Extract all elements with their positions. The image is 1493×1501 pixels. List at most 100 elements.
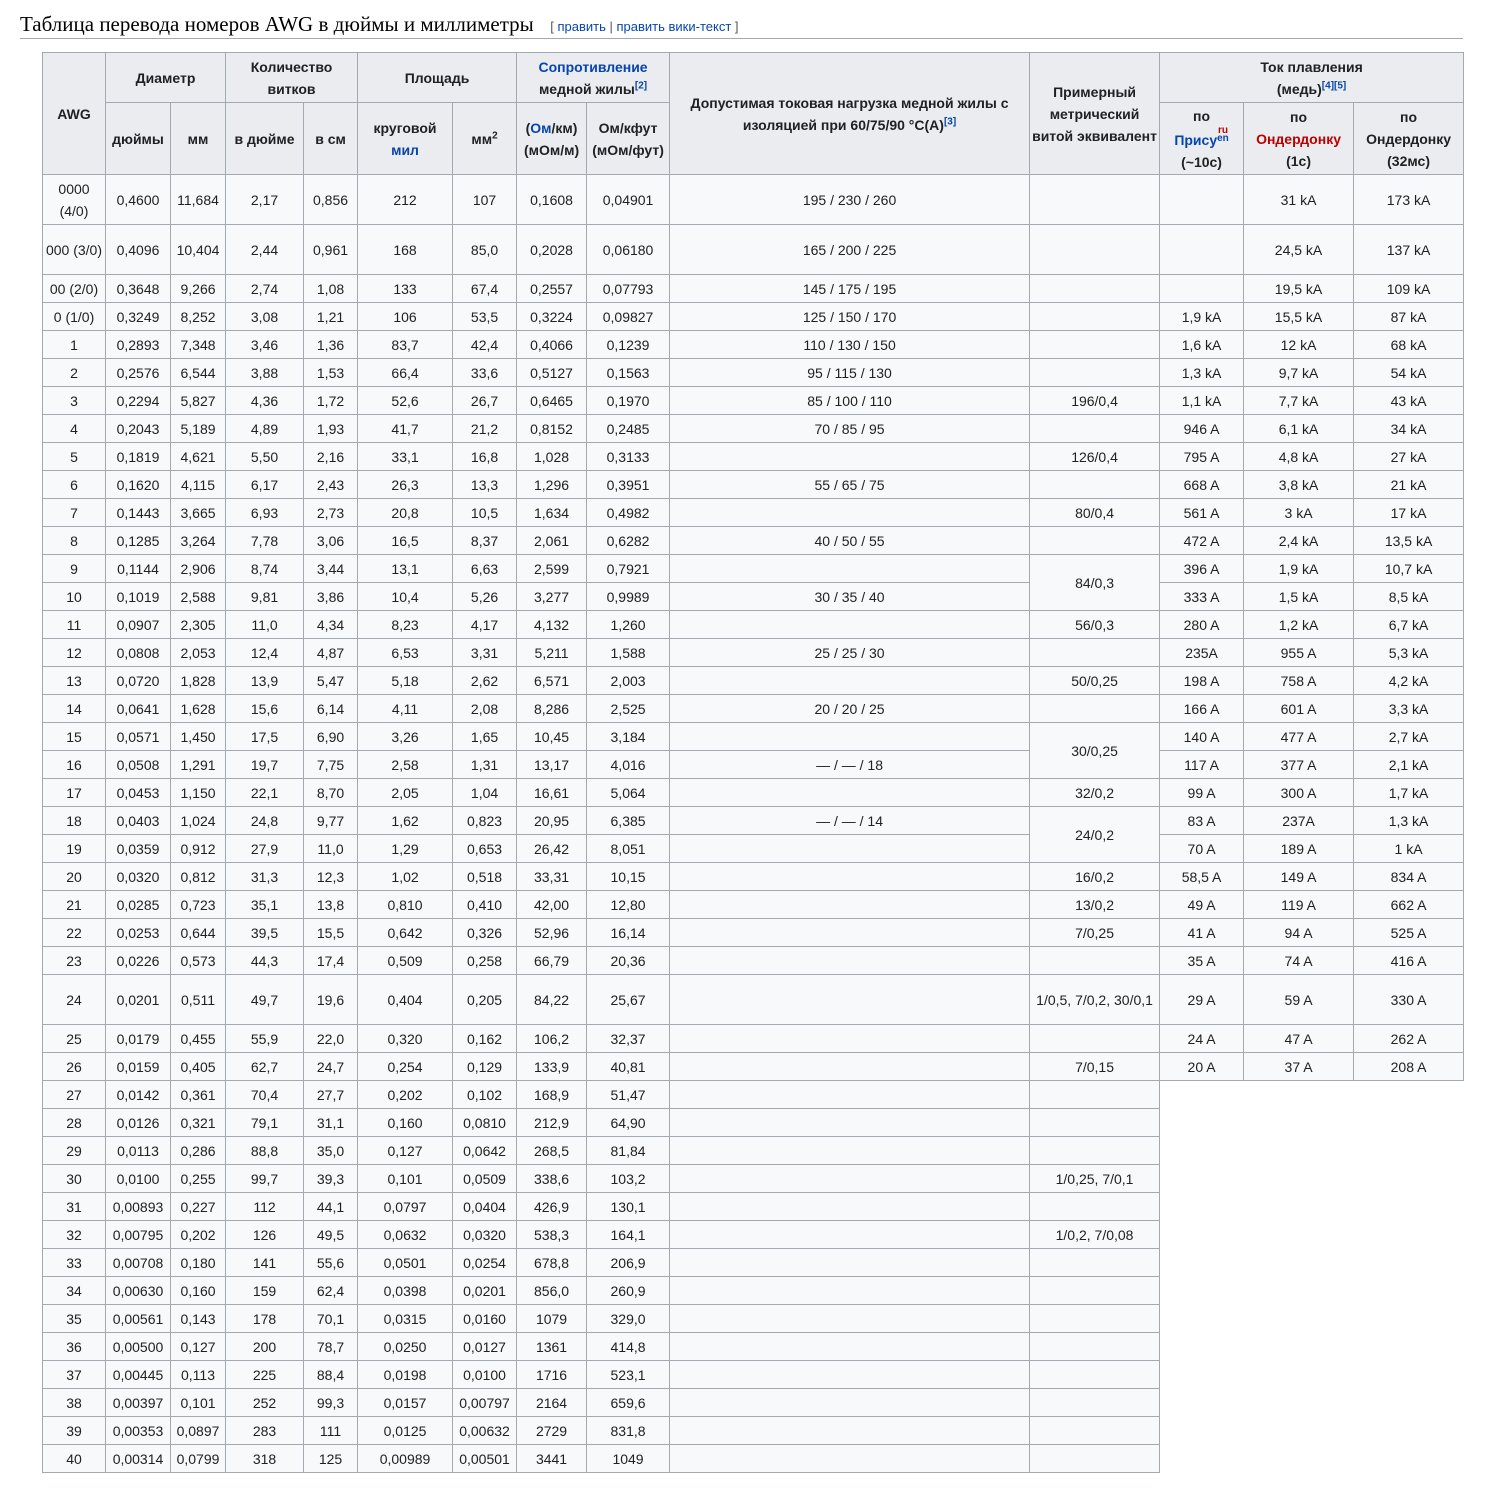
- awg-cell: 8: [42, 526, 106, 555]
- diameter-in-cell: 0,4600: [105, 174, 171, 225]
- turns-in-cell: 2,17: [225, 174, 305, 225]
- interwiki-ru-link[interactable]: ru: [1217, 124, 1228, 136]
- diameter-in-cell: 0,0126: [105, 1108, 171, 1137]
- preece-cell: [1159, 274, 1245, 303]
- table-row: 1 0,2893 7,348 3,46 1,36 83,7 42,4 0,4066 0,1239…: [42, 330, 1465, 359]
- ampacity-cell: [669, 1416, 1031, 1445]
- turns-in-cell: 22,1: [225, 778, 305, 807]
- ref-3-link[interactable]: [3]: [943, 115, 957, 127]
- ohm-link[interactable]: Ом: [530, 119, 552, 136]
- preece-cell: 795 A: [1159, 442, 1245, 471]
- diameter-mm-cell: 6,544: [169, 358, 227, 387]
- turns-cm-cell: 12,3: [303, 862, 359, 891]
- onderdonk-1s-cell: 377 A: [1243, 750, 1355, 779]
- area-kcmil-cell: 26,3: [357, 470, 454, 499]
- turns-cm-cell: 1,72: [303, 386, 359, 415]
- interwiki-en-link[interactable]: en: [1217, 132, 1229, 144]
- ohm-km-cell: 0,4066: [516, 330, 588, 359]
- area-mm2-cell: 1,04: [452, 778, 518, 807]
- preece-cell: 333 A: [1159, 582, 1245, 611]
- ref-4-link[interactable]: [4]: [1321, 79, 1335, 91]
- onderdonk-1s-cell: 3 kA: [1243, 498, 1355, 527]
- table-row: 17 0,0453 1,150 22,1 8,70 2,05 1,04 16,61 5,064 3…: [42, 778, 1465, 807]
- header-turns-per-cm: в см: [303, 102, 359, 175]
- onderdonk-32ms-cell: 13,5 kA: [1353, 526, 1465, 555]
- table-row: 19 0,0359 0,912 27,9 11,0 1,29 0,653 26,42 8,051…: [42, 834, 1465, 863]
- edit-link[interactable]: править: [557, 19, 606, 34]
- area-kcmil-cell: 1,29: [357, 834, 454, 863]
- diameter-mm-cell: 1,150: [169, 778, 227, 807]
- diameter-mm-cell: 0,202: [169, 1220, 227, 1249]
- ohm-km-cell: 168,9: [516, 1080, 588, 1109]
- turns-cm-cell: 13,8: [303, 890, 359, 919]
- onderdonk-32ms-cell: 17 kA: [1353, 498, 1465, 527]
- turns-in-cell: 27,9: [225, 834, 305, 863]
- ampacity-cell: 145 / 175 / 195: [669, 274, 1031, 303]
- awg-cell: 7: [42, 498, 106, 527]
- edit-wikitext-link[interactable]: править вики-текст: [616, 19, 732, 34]
- turns-cm-cell: 31,1: [303, 1108, 359, 1137]
- table-body: 0000 (4/0) 0,4600 11,684 2,17 0,856 212 107 0,1…: [42, 174, 1465, 1473]
- diameter-in-cell: 0,1019: [105, 582, 171, 611]
- onderdonk-32ms-cell: 525 A: [1353, 918, 1465, 947]
- ohm-km-cell: 66,79: [516, 946, 588, 975]
- diameter-in-cell: 0,0179: [105, 1024, 171, 1053]
- diameter-mm-cell: 0,912: [169, 834, 227, 863]
- preece-link[interactable]: Прису: [1174, 131, 1218, 148]
- ref-5-link[interactable]: [5]: [1334, 79, 1347, 91]
- onderdonk-1s-cell: 37 A: [1243, 1052, 1355, 1081]
- turns-cm-cell: 62,4: [303, 1276, 359, 1305]
- awg-cell: 40: [42, 1444, 106, 1473]
- preece-cell: 70 A: [1159, 834, 1245, 863]
- preece-cell: 396 A: [1159, 554, 1245, 583]
- awg-cell: 29: [42, 1136, 106, 1165]
- diameter-in-cell: 0,0201: [105, 974, 171, 1025]
- turns-in-cell: 141: [225, 1248, 305, 1277]
- resistance-link[interactable]: Сопротивление: [538, 58, 648, 75]
- preece-cell: 668 A: [1159, 470, 1245, 499]
- ohm-kft-cell: 414,8: [586, 1332, 671, 1361]
- section-heading: Таблица перевода номеров AWG в дюймы и м…: [20, 10, 1463, 39]
- diameter-mm-cell: 8,252: [169, 302, 227, 331]
- ohm-km-cell: 8,286: [516, 694, 588, 723]
- ref-2-link[interactable]: [2]: [634, 79, 648, 91]
- mil-link[interactable]: мил: [391, 141, 419, 158]
- turns-in-cell: 70,4: [225, 1080, 305, 1109]
- turns-cm-cell: 3,86: [303, 582, 359, 611]
- turns-in-cell: 55,9: [225, 1024, 305, 1053]
- diameter-in-cell: 0,0253: [105, 918, 171, 947]
- area-mm2-cell: 0,129: [452, 1052, 518, 1081]
- diameter-in-cell: 0,1819: [105, 442, 171, 471]
- awg-cell: 33: [42, 1248, 106, 1277]
- diameter-in-cell: 0,0142: [105, 1080, 171, 1109]
- turns-cm-cell: 19,6: [303, 974, 359, 1025]
- diameter-in-cell: 0,4096: [105, 224, 171, 275]
- ampacity-cell: [669, 918, 1031, 947]
- preece-cell: 24 A: [1159, 1024, 1245, 1053]
- metric-cell: [1029, 694, 1161, 723]
- ampacity-cell: [669, 946, 1031, 975]
- diameter-mm-cell: 1,628: [169, 694, 227, 723]
- onderdonk-link[interactable]: Ондердонку: [1256, 130, 1341, 147]
- metric-cell: [1029, 330, 1161, 359]
- diameter-in-cell: 0,0808: [105, 638, 171, 667]
- area-mm2-cell: 3,31: [452, 638, 518, 667]
- turns-in-cell: 178: [225, 1304, 305, 1333]
- ohm-kft-cell: 8,051: [586, 834, 671, 863]
- turns-in-cell: 17,5: [225, 722, 305, 751]
- preece-cell: 35 A: [1159, 946, 1245, 975]
- metric-cell: [1029, 1332, 1161, 1361]
- diameter-mm-cell: 0,127: [169, 1332, 227, 1361]
- turns-in-cell: 39,5: [225, 918, 305, 947]
- ampacity-cell: [669, 974, 1031, 1025]
- metric-cell: 7/0,25: [1029, 918, 1161, 947]
- diameter-mm-cell: 2,305: [169, 610, 227, 639]
- area-mm2-cell: 1,31: [452, 750, 518, 779]
- table-row: 12 0,0808 2,053 12,4 4,87 6,53 3,31 5,211 1,588 2…: [42, 638, 1465, 667]
- turns-cm-cell: 5,47: [303, 666, 359, 695]
- preece-cell: 117 A: [1159, 750, 1245, 779]
- diameter-mm-cell: 3,665: [169, 498, 227, 527]
- ohm-km-cell: 856,0: [516, 1276, 588, 1305]
- ohm-km-cell: 212,9: [516, 1108, 588, 1137]
- area-kcmil-cell: 0,0501: [357, 1248, 454, 1277]
